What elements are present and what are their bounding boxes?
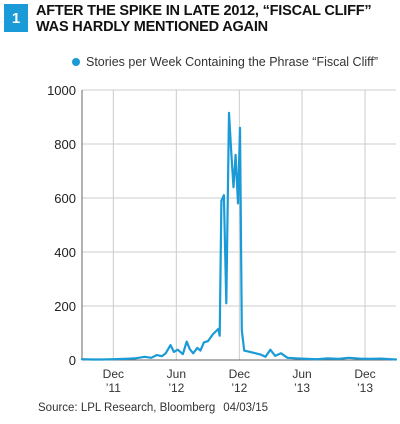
figure-title: After the spike in late 2012, “Fiscal Cl… xyxy=(36,3,372,35)
data-point xyxy=(173,351,175,353)
data-point xyxy=(196,347,198,349)
data-point xyxy=(239,127,241,129)
data-point xyxy=(280,352,282,354)
data-point xyxy=(369,358,371,360)
data-point xyxy=(306,358,308,360)
data-point xyxy=(379,358,382,360)
data-point xyxy=(295,357,297,359)
data-point xyxy=(182,353,184,355)
figure-number-badge: 1 xyxy=(4,4,28,32)
data-point xyxy=(199,350,201,352)
data-point xyxy=(192,352,194,354)
data-point xyxy=(220,200,222,202)
source-note: Source: LPL Research, Bloomberg 04/03/15 xyxy=(38,402,268,414)
x-tick-month-label: Dec xyxy=(103,367,124,381)
data-point xyxy=(165,352,167,354)
y-tick-label: 0 xyxy=(69,353,76,368)
y-tick-label: 200 xyxy=(54,299,76,314)
legend-swatch-dot-icon xyxy=(72,58,80,66)
source-text: Source: LPL Research, Bloomberg xyxy=(38,402,216,414)
x-tick-year-label: ’12 xyxy=(231,381,247,395)
data-point xyxy=(237,202,239,204)
data-point xyxy=(169,344,172,346)
data-point xyxy=(390,358,392,360)
legend-label: Stories per Week Containing the Phrase “… xyxy=(86,55,379,69)
data-point xyxy=(274,355,276,357)
data-point xyxy=(223,194,225,196)
data-point xyxy=(217,328,219,330)
x-tick-year-label: ’12 xyxy=(168,381,184,395)
data-point xyxy=(269,349,271,351)
y-axis-ticks: 0 200 400 600 800 1000 xyxy=(47,83,76,368)
data-point xyxy=(230,154,232,156)
x-tick-year-label: ’13 xyxy=(294,381,310,395)
data-point xyxy=(249,351,251,353)
data-point xyxy=(348,357,350,359)
data-point xyxy=(207,340,209,342)
data-point xyxy=(219,335,221,337)
data-point xyxy=(327,357,329,359)
data-point xyxy=(235,154,237,156)
data-point xyxy=(102,358,104,361)
data-point xyxy=(228,112,230,114)
data-point xyxy=(232,186,235,188)
data-point xyxy=(123,358,125,360)
data-point xyxy=(144,356,146,358)
data-point xyxy=(225,302,227,304)
data-point xyxy=(260,354,262,356)
y-tick-label: 800 xyxy=(54,137,76,152)
data-point xyxy=(316,358,318,360)
y-tick-label: 600 xyxy=(54,191,76,206)
x-tick-year-label: ’11 xyxy=(106,381,121,395)
legend: Stories per Week Containing the Phrase “… xyxy=(72,54,378,70)
data-point xyxy=(337,358,340,360)
data-point xyxy=(241,329,243,331)
data-point xyxy=(286,357,289,359)
axis-frame xyxy=(81,90,396,361)
data-point xyxy=(134,357,136,359)
x-tick-year-label: ’13 xyxy=(357,381,373,395)
x-tick-month-label: Dec xyxy=(229,367,250,381)
data-point xyxy=(212,333,214,335)
data-point xyxy=(81,358,83,360)
data-point xyxy=(150,357,152,359)
data-point xyxy=(112,358,114,360)
data-point xyxy=(186,341,188,343)
data-point xyxy=(264,356,267,358)
series-line xyxy=(80,111,398,361)
data-point xyxy=(156,354,158,356)
data-point xyxy=(161,355,163,357)
data-point xyxy=(395,358,397,361)
data-point xyxy=(177,349,179,351)
data-point xyxy=(243,350,245,352)
data-point xyxy=(91,358,93,361)
x-tick-month-label: Jun xyxy=(167,367,186,381)
y-tick-label: 1000 xyxy=(47,83,76,98)
source-date: 04/03/15 xyxy=(223,402,269,414)
x-tick-month-label: Dec xyxy=(354,367,375,381)
data-point xyxy=(358,358,361,360)
y-tick-label: 400 xyxy=(54,245,76,260)
series-group xyxy=(80,111,398,361)
x-tick-month-label: Jun xyxy=(292,367,311,381)
data-point xyxy=(203,341,205,343)
data-point xyxy=(189,348,191,350)
